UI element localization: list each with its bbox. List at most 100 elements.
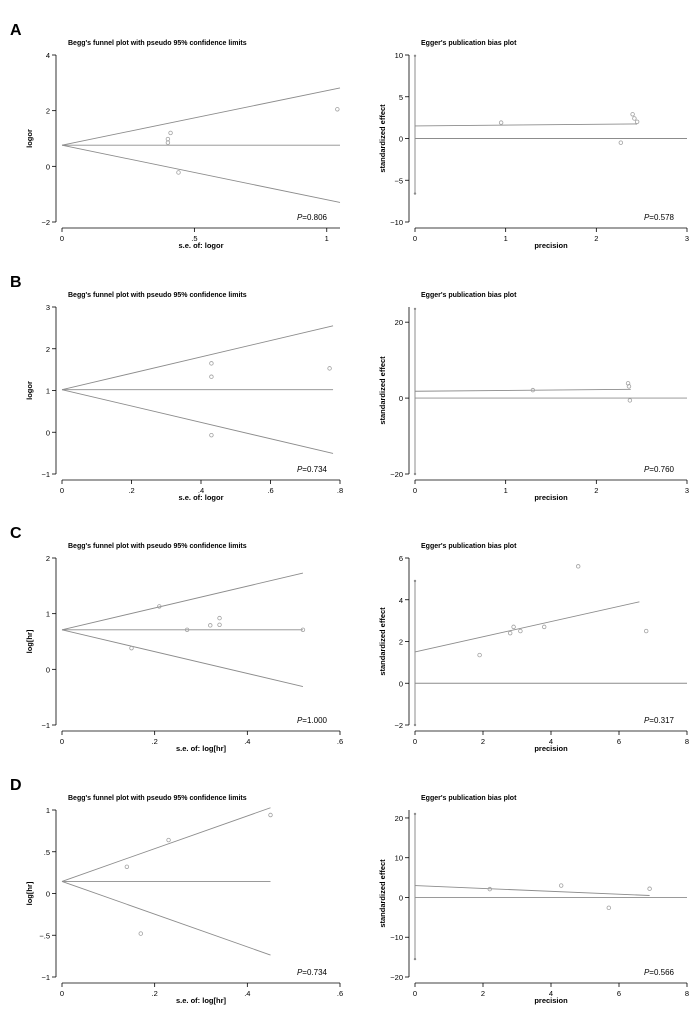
intercept-ci-lower-end xyxy=(413,472,417,476)
chart-title: Begg's funnel plot with pseudo 95% confi… xyxy=(68,543,247,550)
x-tick-label: .6 xyxy=(267,486,273,495)
intercept-ci-upper-end xyxy=(413,307,417,311)
y-tick-label: 20 xyxy=(395,318,403,327)
y-tick-label: −1 xyxy=(41,973,50,982)
chart-title: Egger's publication bias plot xyxy=(421,40,517,47)
p-value-number: =0.734 xyxy=(302,465,327,474)
study-point xyxy=(575,564,581,569)
chart-title: Begg's funnel plot with pseudo 95% confi… xyxy=(68,795,247,802)
y-tick-label: 3 xyxy=(46,303,50,312)
intercept-ci-lower-end xyxy=(413,192,417,195)
chart-A-begg: Begg's funnel plot with pseudo 95% confi… xyxy=(25,40,341,250)
p-value-symbol: P xyxy=(644,716,650,725)
y-axis-title: log[hr] xyxy=(25,629,34,653)
study-point xyxy=(209,374,214,379)
panel-letter-A: A xyxy=(10,22,22,39)
p-value-label: P=0.734 xyxy=(297,465,328,474)
x-tick-label: .2 xyxy=(152,989,158,998)
y-tick-label: 6 xyxy=(399,554,403,563)
study-point xyxy=(632,116,637,121)
y-tick-label: −1 xyxy=(41,721,50,730)
chart-D-egger: Egger's publication bias plot−20−1001020… xyxy=(378,795,689,1005)
y-axis-title: standardized effect xyxy=(378,356,387,425)
x-tick-label: .8 xyxy=(337,486,343,495)
chart-title: Begg's funnel plot with pseudo 95% confi… xyxy=(68,292,247,299)
x-tick-label: 4 xyxy=(549,737,553,746)
x-axis-title: s.e. of: log[hr] xyxy=(176,744,226,753)
p-value-label: P=0.806 xyxy=(297,213,328,222)
x-tick-label: 1 xyxy=(504,486,508,495)
p-value-symbol: P xyxy=(644,968,650,977)
chart-D-begg: Begg's funnel plot with pseudo 95% confi… xyxy=(25,795,343,1005)
panel-letter-D: D xyxy=(10,777,22,794)
x-tick-label: .4 xyxy=(244,989,250,998)
y-axis-title: logor xyxy=(25,381,34,400)
x-tick-label: 8 xyxy=(685,989,689,998)
chart-C-begg: Begg's funnel plot with pseudo 95% confi… xyxy=(25,543,343,753)
x-tick-label: .2 xyxy=(128,486,134,495)
y-tick-label: −20 xyxy=(390,973,403,982)
y-tick-label: −1 xyxy=(41,470,50,479)
p-value-number: =0.806 xyxy=(302,213,327,222)
study-point xyxy=(138,931,143,936)
chart-title: Egger's publication bias plot xyxy=(421,292,517,299)
y-tick-label: −5 xyxy=(394,176,403,185)
p-value-symbol: P xyxy=(644,213,650,222)
study-point xyxy=(208,623,213,628)
x-tick-label: .6 xyxy=(337,737,343,746)
study-point xyxy=(268,812,273,818)
y-axis-title: logor xyxy=(25,129,34,148)
y-axis-title: standardized effect xyxy=(378,104,387,173)
study-point xyxy=(477,652,482,658)
study-point xyxy=(647,886,652,891)
y-tick-label: 2 xyxy=(399,638,403,647)
y-tick-label: 0 xyxy=(46,428,50,437)
study-point xyxy=(541,624,547,630)
x-axis-title: s.e. of: logor xyxy=(179,241,224,250)
upper-confidence-limit xyxy=(61,325,334,391)
x-tick-label: 6 xyxy=(617,737,621,746)
y-tick-label: 0 xyxy=(399,135,403,144)
chart-B-egger: Egger's publication bias plot −20 0 20 0 1 2 3 p… xyxy=(378,292,689,502)
study-point xyxy=(157,604,162,609)
study-point xyxy=(166,837,171,843)
y-axis-title: standardized effect xyxy=(378,607,387,676)
p-value-label: P=0.760 xyxy=(644,465,675,474)
p-value-symbol: P xyxy=(297,213,303,222)
study-point xyxy=(530,387,536,393)
y-tick-label: −2 xyxy=(41,218,50,227)
chart-C-egger: Egger's publication bias plot −2 0 2 4 6 0 2 4 6 8… xyxy=(378,543,689,753)
y-tick-label: 2 xyxy=(46,107,50,116)
regression-fit-line xyxy=(414,601,640,653)
regression-fit-line xyxy=(414,388,631,392)
x-tick-label: 0 xyxy=(60,737,64,746)
study-point xyxy=(644,628,649,634)
x-tick-label: 3 xyxy=(685,486,689,495)
p-value-number: =0.760 xyxy=(649,465,674,474)
x-axis-title: precision xyxy=(534,241,568,250)
chart-A-egger: Egger's publication bias plot −10 −5 0 5 10 0 1… xyxy=(378,40,689,250)
study-point xyxy=(634,119,640,124)
upper-confidence-limit xyxy=(61,572,304,631)
p-value-number: =0.578 xyxy=(649,213,674,222)
y-tick-label: −20 xyxy=(390,470,403,479)
study-point xyxy=(511,624,516,630)
x-tick-label: 6 xyxy=(617,989,621,998)
p-value-label: P=1.000 xyxy=(297,716,328,725)
study-point xyxy=(184,627,190,633)
study-point xyxy=(168,130,173,136)
study-point xyxy=(335,107,340,112)
intercept-ci-upper-end xyxy=(413,54,417,58)
x-tick-label: 2 xyxy=(594,486,598,495)
y-tick-label: −.5 xyxy=(39,931,50,940)
intercept-ci-upper-end xyxy=(413,812,417,816)
x-tick-label: .4 xyxy=(244,737,250,746)
upper-confidence-limit xyxy=(61,87,341,146)
x-tick-label: 0 xyxy=(60,989,64,998)
study-point xyxy=(498,120,504,125)
study-point xyxy=(627,398,633,403)
y-tick-label: 4 xyxy=(399,596,403,605)
x-tick-label: .6 xyxy=(337,989,343,998)
chart-title: Egger's publication bias plot xyxy=(421,795,517,802)
